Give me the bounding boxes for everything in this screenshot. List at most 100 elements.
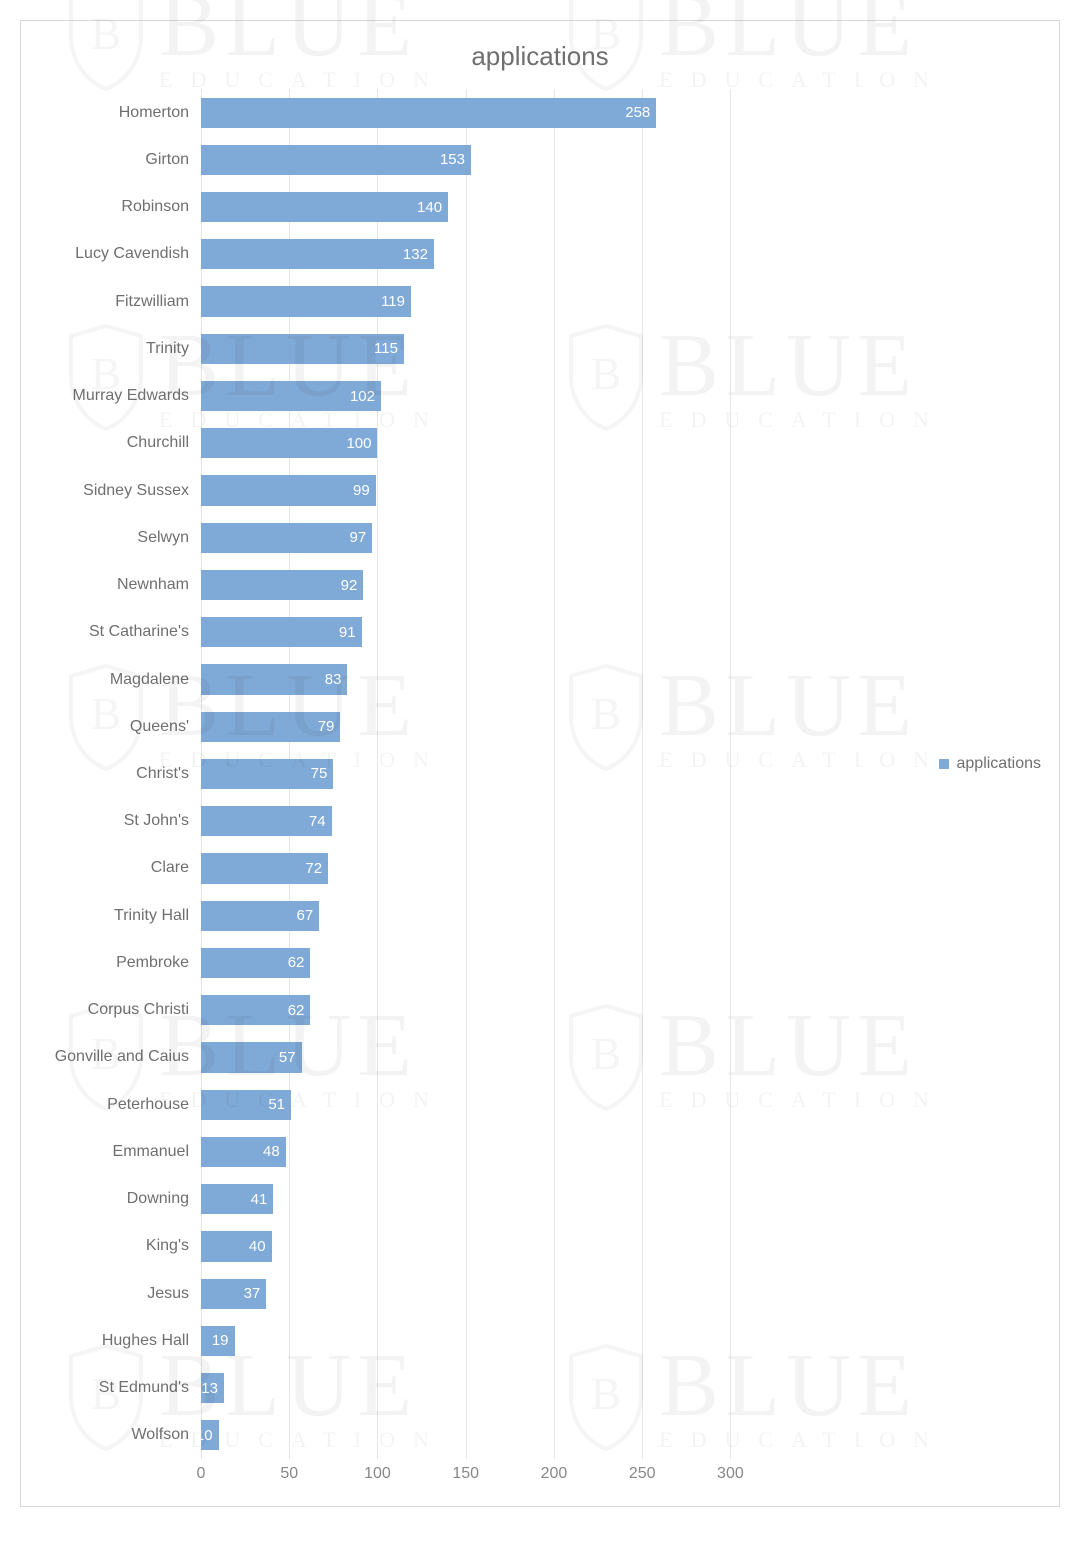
category-label: Trinity Hall <box>114 907 189 925</box>
bar-row: Peterhouse51 <box>201 1090 801 1120</box>
bar-value-label: 119 <box>381 293 405 310</box>
bar-row: Fitzwilliam119 <box>201 286 801 316</box>
category-label: Magdalene <box>110 671 189 689</box>
bar: 119 <box>201 286 411 316</box>
bar: 97 <box>201 523 372 553</box>
chart-frame: applications 050100150200250300Homerton2… <box>20 20 1060 1507</box>
bar-value-label: 10 <box>196 1427 213 1444</box>
bar: 57 <box>201 1042 302 1072</box>
bar-value-label: 97 <box>349 529 366 546</box>
legend: applications <box>939 755 1042 773</box>
bar-row: Homerton258 <box>201 98 801 128</box>
category-label: Sidney Sussex <box>83 482 189 500</box>
bar-row: Downing41 <box>201 1184 801 1214</box>
x-tick-label: 200 <box>541 1465 568 1483</box>
bar: 132 <box>201 239 434 269</box>
bar-value-label: 79 <box>318 718 335 735</box>
bar-value-label: 99 <box>353 482 370 499</box>
bar: 115 <box>201 334 404 364</box>
category-label: Robinson <box>121 198 189 216</box>
bar-row: Wolfson10 <box>201 1420 801 1450</box>
bar: 62 <box>201 995 310 1025</box>
bar-value-label: 74 <box>309 813 326 830</box>
x-tick-label: 50 <box>280 1465 298 1483</box>
bar-row: St John's74 <box>201 806 801 836</box>
bar-row: Trinity115 <box>201 334 801 364</box>
bar: 10 <box>201 1420 219 1450</box>
bar: 91 <box>201 617 362 647</box>
category-label: Hughes Hall <box>102 1332 189 1350</box>
bar-row: St Edmund's13 <box>201 1373 801 1403</box>
bar: 72 <box>201 853 328 883</box>
bar-value-label: 100 <box>346 435 371 452</box>
bar-value-label: 13 <box>201 1380 218 1397</box>
bar-value-label: 57 <box>279 1049 296 1066</box>
bar-value-label: 72 <box>305 860 322 877</box>
bar-value-label: 67 <box>297 907 314 924</box>
category-label: Girton <box>145 151 189 169</box>
bar-value-label: 83 <box>325 671 342 688</box>
bar: 258 <box>201 98 656 128</box>
bar-value-label: 40 <box>249 1238 266 1255</box>
category-label: Christ's <box>136 765 189 783</box>
bar: 153 <box>201 145 471 175</box>
category-label: St John's <box>124 812 189 830</box>
bar: 75 <box>201 759 333 789</box>
category-label: Corpus Christi <box>88 1001 189 1019</box>
bar: 19 <box>201 1326 235 1356</box>
x-tick-label: 0 <box>197 1465 206 1483</box>
bar-row: Murray Edwards102 <box>201 381 801 411</box>
category-label: Pembroke <box>116 954 189 972</box>
bar-row: Lucy Cavendish132 <box>201 239 801 269</box>
bar-row: Emmanuel48 <box>201 1137 801 1167</box>
bar-row: Clare72 <box>201 853 801 883</box>
bar-value-label: 62 <box>288 1002 305 1019</box>
bar-row: Churchill100 <box>201 428 801 458</box>
bar-row: Sidney Sussex99 <box>201 475 801 505</box>
bar: 62 <box>201 948 310 978</box>
category-label: Clare <box>151 859 189 877</box>
category-label: Fitzwilliam <box>115 293 189 311</box>
category-label: St Catharine's <box>89 623 189 641</box>
category-label: Churchill <box>127 434 189 452</box>
bar-row: Christ's75 <box>201 759 801 789</box>
bar: 79 <box>201 712 340 742</box>
bar-value-label: 132 <box>403 246 428 263</box>
x-tick-label: 150 <box>452 1465 479 1483</box>
bar-row: Hughes Hall19 <box>201 1326 801 1356</box>
x-tick-label: 250 <box>629 1465 656 1483</box>
bar: 140 <box>201 192 448 222</box>
category-label: Queens' <box>130 718 189 736</box>
bar: 100 <box>201 428 377 458</box>
plot-area: 050100150200250300Homerton258Girton153Ro… <box>201 89 801 1459</box>
chart-title: applications <box>21 41 1059 72</box>
category-label: Murray Edwards <box>73 387 189 405</box>
bar-value-label: 102 <box>350 388 375 405</box>
bar-row: Jesus37 <box>201 1279 801 1309</box>
category-label: Emmanuel <box>113 1143 189 1161</box>
category-label: Jesus <box>147 1285 189 1303</box>
bar-row: St Catharine's91 <box>201 617 801 647</box>
bar-value-label: 92 <box>341 577 358 594</box>
bar-row: Girton153 <box>201 145 801 175</box>
bar-value-label: 153 <box>440 151 465 168</box>
bar-row: Gonville and Caius57 <box>201 1042 801 1072</box>
category-label: Newnham <box>117 576 189 594</box>
legend-label: applications <box>957 755 1042 773</box>
bar: 51 <box>201 1090 291 1120</box>
bar-row: Selwyn97 <box>201 523 801 553</box>
bar: 74 <box>201 806 332 836</box>
category-label: Lucy Cavendish <box>75 245 189 263</box>
bar-value-label: 37 <box>244 1285 261 1302</box>
bar-value-label: 115 <box>374 340 398 357</box>
bar: 48 <box>201 1137 286 1167</box>
bar-value-label: 75 <box>311 765 328 782</box>
bar-row: Pembroke62 <box>201 948 801 978</box>
bar-row: King's40 <box>201 1231 801 1261</box>
bar-row: Newnham92 <box>201 570 801 600</box>
bar: 102 <box>201 381 381 411</box>
bar-row: Magdalene83 <box>201 664 801 694</box>
bar-value-label: 140 <box>417 199 442 216</box>
bar: 99 <box>201 475 376 505</box>
bar: 40 <box>201 1231 272 1261</box>
